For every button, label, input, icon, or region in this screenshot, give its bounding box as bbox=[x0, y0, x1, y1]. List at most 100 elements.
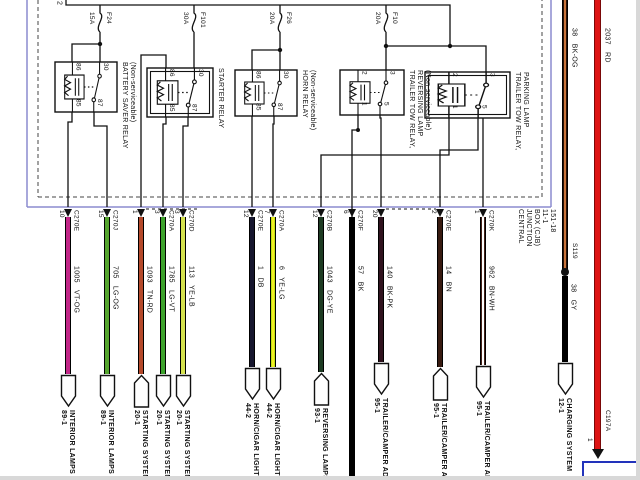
wire-destination-line: TRAILER/CAMPER ADAPTER bbox=[483, 401, 491, 480]
relay-glyph bbox=[349, 69, 389, 116]
wire-destination-label: 89-1 INTERIOR LAMPS bbox=[59, 410, 75, 480]
wire-arrowhead bbox=[247, 209, 256, 217]
wire-destination-label: 12-1 CHARGING SYSTEM bbox=[556, 398, 572, 480]
wire-segment bbox=[318, 217, 324, 372]
wire-circuit-label: 1 DB bbox=[256, 266, 264, 288]
wire-arrowhead bbox=[478, 209, 487, 217]
wire-pin-label: 2 bbox=[429, 210, 437, 214]
wire-circuit-label: 57 BK bbox=[356, 266, 364, 292]
wire-segment bbox=[180, 217, 186, 374]
wire-segment bbox=[270, 217, 276, 367]
relay-pin-label: 1 bbox=[451, 105, 459, 109]
wire-destination-label: 20-1 STARTING SYSTEM bbox=[132, 410, 148, 480]
wire-destination-label: 20-1 STARTING SYSTEM bbox=[174, 410, 190, 480]
wire-terminal bbox=[432, 367, 449, 401]
red-wire-arrowhead bbox=[592, 449, 604, 459]
wire-segment bbox=[437, 217, 443, 367]
relay-label-line: (Non-serviceable) bbox=[309, 70, 317, 131]
wire-terminal bbox=[475, 365, 492, 399]
edge-strip-bottom bbox=[0, 476, 640, 480]
wire-destination-line: 95-1 bbox=[373, 398, 381, 414]
wire-38bkog bbox=[562, 0, 568, 270]
wire-segment bbox=[480, 217, 486, 365]
cjb-label-line: CENTRAL bbox=[517, 209, 525, 244]
relay-pin-label: 86 bbox=[167, 69, 175, 77]
relay-pin-label: 3 bbox=[488, 73, 496, 77]
wire-connector-label: C270J bbox=[111, 210, 119, 231]
c197a-label: C197A bbox=[603, 410, 611, 432]
wire-destination-line: 95-1 bbox=[475, 401, 483, 417]
wire-terminal bbox=[99, 374, 116, 408]
relay-label-line: TRAILER TOW RELAY, bbox=[408, 70, 416, 149]
wire-connector-label: C270E bbox=[444, 210, 452, 232]
wire-circuit-label: 1093 TN-RD bbox=[145, 266, 153, 314]
relay-pin-label: 2 bbox=[360, 71, 368, 75]
relay-pin-label: 86 bbox=[254, 71, 262, 79]
wire-connector-label: C270E bbox=[72, 210, 80, 232]
relay-pin-label: 85 bbox=[254, 103, 262, 111]
wire-arrowhead bbox=[102, 209, 111, 217]
wire-destination-line: 20-1 bbox=[175, 410, 183, 426]
wire-connector-label: C270E bbox=[256, 210, 264, 232]
fuse-name-label: F101 bbox=[198, 12, 206, 29]
wire-circuit-label: 14 BN bbox=[444, 266, 452, 292]
wire-pin-label: 3 bbox=[152, 210, 160, 214]
c197a-connector-box bbox=[582, 461, 640, 480]
wire-destination-line: 12-1 bbox=[557, 398, 565, 414]
wire-pin-label: 3 bbox=[172, 210, 180, 214]
relay-pin-label: 85 bbox=[167, 104, 175, 112]
wire-2037rd-label: 2037 RD bbox=[603, 28, 611, 63]
relay-label-line: PARKING LAMP bbox=[522, 72, 530, 128]
wire-destination-label: 20-1 STARTING SYSTEM bbox=[154, 410, 170, 480]
relay-pin-label: 5 bbox=[382, 102, 390, 106]
wire-destination-line: HORN/CIGAR LIGHTER bbox=[273, 403, 281, 480]
relay-label: TRAILER TOW RELAY, PARKING LAMP bbox=[513, 72, 529, 150]
relay-pin-label: 2 bbox=[451, 73, 459, 77]
fuse-amps-label: 15A bbox=[87, 12, 95, 25]
relay-pin-label: 30 bbox=[281, 71, 289, 79]
wire-destination-line: CHARGING SYSTEM bbox=[565, 398, 573, 472]
splice-dot bbox=[561, 268, 569, 276]
wire-arrowhead bbox=[136, 209, 145, 217]
relay-pin-label: 85 bbox=[74, 99, 82, 107]
wire-destination-line: 20-1 bbox=[133, 410, 141, 426]
cjb-label: CENTRAL JUNCTION BOX (CJB) 11-1 151-18 bbox=[516, 209, 556, 247]
wire-destination-line: 93-1 bbox=[313, 408, 321, 424]
wire-terminal bbox=[155, 374, 172, 408]
splice-label: S119 bbox=[570, 243, 578, 259]
relay-label-line: BATTERY SAVER RELAY bbox=[121, 62, 129, 149]
wire-destination-line: STARTING SYSTEM bbox=[141, 410, 149, 480]
wire-circuit-label: 1043 DG-YE bbox=[325, 266, 333, 314]
relay-label-line: STARTER RELAY bbox=[217, 68, 225, 129]
wire-segment bbox=[249, 217, 255, 367]
wire-destination-line: TRAILER/CAMPER ADAPTER bbox=[381, 398, 389, 480]
wire-circuit-label: 38 GY bbox=[569, 284, 577, 311]
wire-circuit-label: 705 LG-OG bbox=[111, 266, 119, 310]
wire-destination-line: 95-1 bbox=[432, 403, 440, 419]
relay-pin-label: 87 bbox=[190, 104, 198, 112]
wire-destination-label: 44-2 HORN/CIGAR LIGHTER bbox=[243, 403, 259, 480]
wire-connector-label: C270A bbox=[167, 210, 175, 232]
wire-arrowhead bbox=[63, 209, 72, 217]
relay-pin-label: 5 bbox=[480, 105, 488, 109]
relay-pin-label: 30 bbox=[101, 63, 109, 71]
relay-label: STARTER RELAY bbox=[216, 68, 224, 128]
relay-label: HORN RELAY (Non-serviceable) bbox=[300, 70, 316, 130]
wire-pin-label: 1 bbox=[130, 210, 138, 214]
cjb-label-line: JUNCTION bbox=[525, 209, 533, 247]
relay-pin-label: 1 bbox=[360, 102, 368, 106]
wire-terminal bbox=[557, 362, 574, 396]
relay-pin-label: 3 bbox=[388, 71, 396, 75]
wire-circuit-label: 1005 VT-OG bbox=[72, 266, 80, 314]
wire-segment bbox=[160, 217, 166, 374]
wire-terminal bbox=[313, 372, 330, 406]
relay-label-line: (Non-serviceable) bbox=[129, 62, 137, 123]
wire-destination-line: STARTING SYSTEM bbox=[183, 410, 191, 480]
wire-circuit-label: 6 YE-LG bbox=[277, 266, 285, 300]
wire-terminal bbox=[373, 362, 390, 396]
fuse-amps-label: 20A bbox=[373, 12, 381, 25]
relay-pin-label: 87 bbox=[276, 103, 284, 111]
wire-destination-line: 44-2 bbox=[265, 403, 273, 419]
